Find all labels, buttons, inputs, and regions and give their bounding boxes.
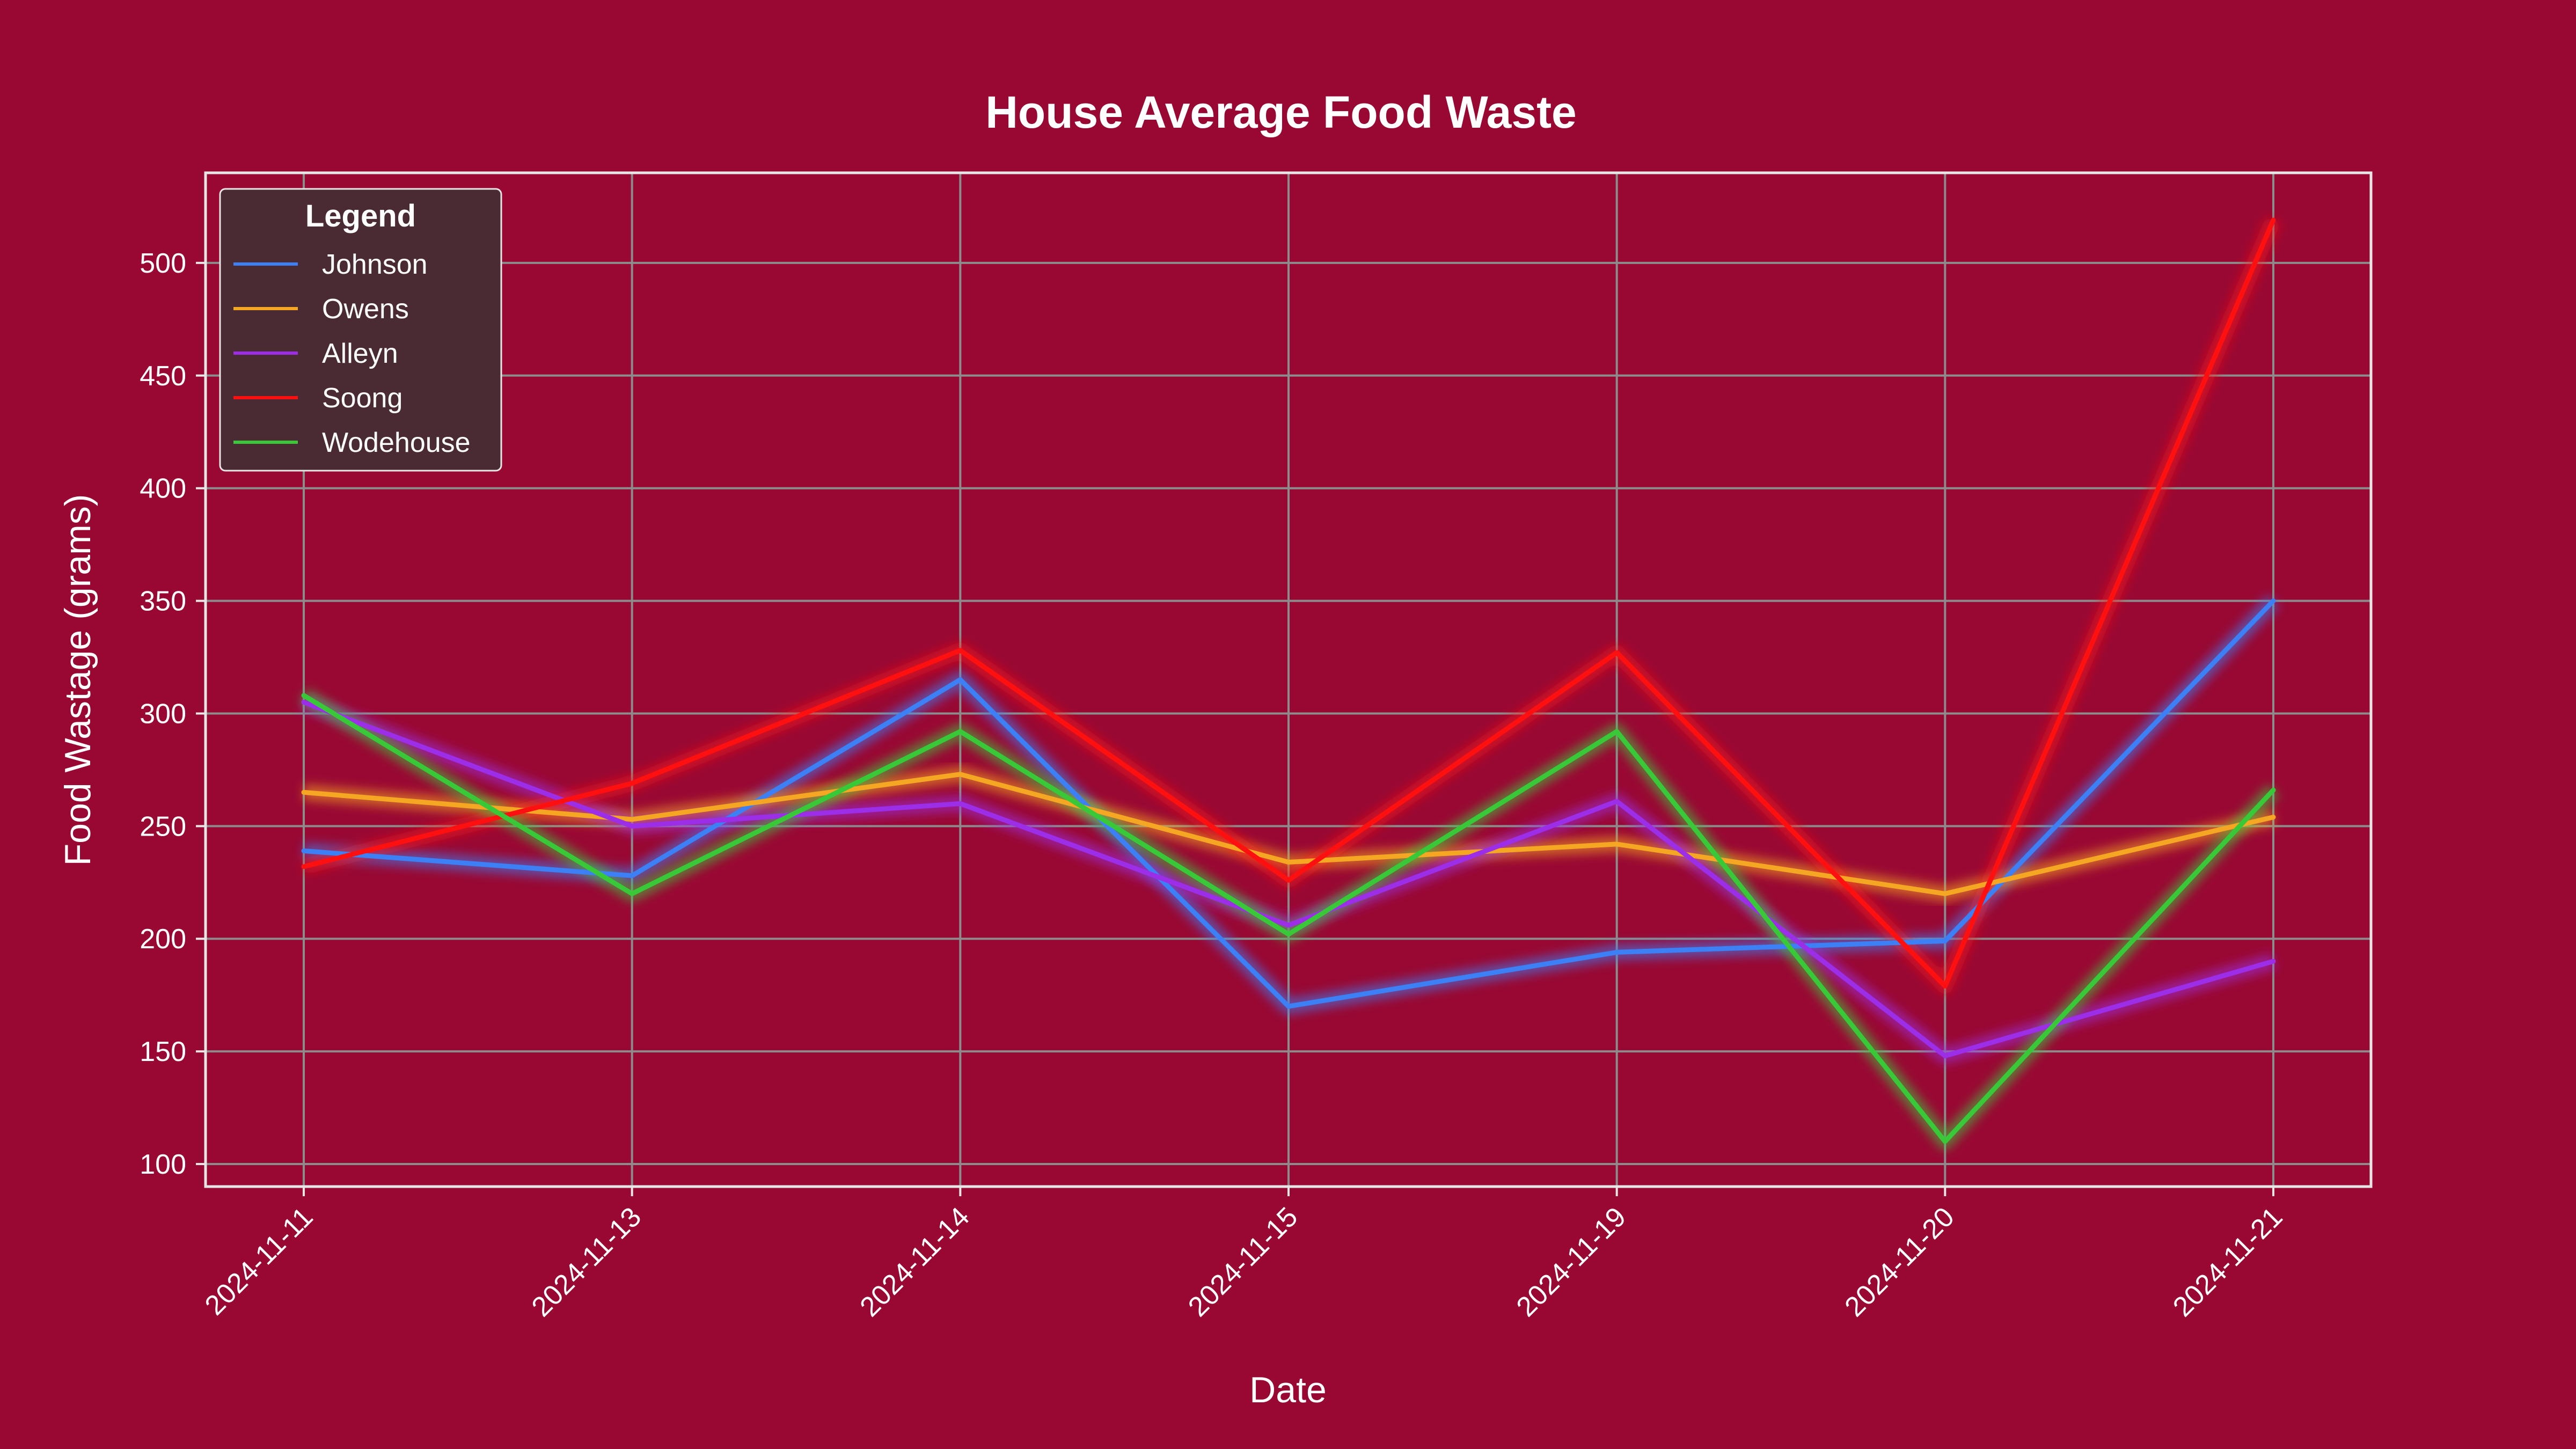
legend-items: Johnson Owens Alleyn Soong Wodehouse bbox=[233, 249, 471, 458]
chart-title: House Average Food Waste bbox=[985, 87, 1577, 137]
legend-label-johnson: Johnson bbox=[322, 249, 428, 280]
y-tick-label: 100 bbox=[140, 1149, 186, 1180]
legend-label-soong: Soong bbox=[322, 383, 402, 414]
y-tick-label: 150 bbox=[140, 1036, 186, 1067]
x-tick-label: 2024-11-19 bbox=[1511, 1201, 1632, 1322]
legend-label-wodehouse: Wodehouse bbox=[322, 427, 471, 458]
x-tick-label: 2024-11-14 bbox=[854, 1201, 975, 1322]
series-lines bbox=[301, 217, 2276, 1144]
y-axis-label: Food Wastage (grams) bbox=[57, 494, 98, 866]
grid bbox=[206, 173, 2371, 1187]
x-axis-label: Date bbox=[1249, 1370, 1327, 1410]
series-line-alleyn bbox=[301, 700, 2276, 1058]
x-tick-label: 2024-11-11 bbox=[199, 1201, 319, 1321]
y-tick-label: 350 bbox=[140, 586, 186, 617]
legend-title: Legend bbox=[305, 199, 416, 233]
x-tick-label: 2024-11-13 bbox=[526, 1201, 647, 1322]
y-tick-label: 450 bbox=[140, 361, 186, 392]
x-tick-label: 2024-11-21 bbox=[2167, 1201, 2288, 1322]
series-line-owens bbox=[301, 772, 2276, 896]
x-tick-labels: 2024-11-11 2024-11-13 2024-11-14 2024-11-15… bbox=[199, 1187, 2288, 1323]
series-line-wodehouse bbox=[301, 693, 2276, 1144]
y-tick-labels: 100 150 200 250 300 350 400 450 500 bbox=[140, 248, 206, 1180]
legend: Legend Johnson Owens Alleyn Soong Wodehouse bbox=[219, 188, 502, 472]
legend-box bbox=[219, 188, 502, 472]
y-tick-label: 250 bbox=[140, 811, 186, 842]
y-tick-label: 200 bbox=[140, 924, 186, 955]
y-tick-label: 300 bbox=[140, 698, 186, 729]
y-tick-label: 500 bbox=[140, 248, 186, 279]
legend-label-alleyn: Alleyn bbox=[322, 338, 398, 369]
series-line-johnson bbox=[301, 598, 2276, 1009]
x-tick-label: 2024-11-15 bbox=[1182, 1201, 1304, 1322]
x-tick-label: 2024-11-20 bbox=[1839, 1201, 1960, 1322]
series-line-soong bbox=[301, 217, 2276, 989]
y-tick-label: 400 bbox=[140, 473, 186, 504]
legend-label-owens: Owens bbox=[322, 294, 409, 325]
